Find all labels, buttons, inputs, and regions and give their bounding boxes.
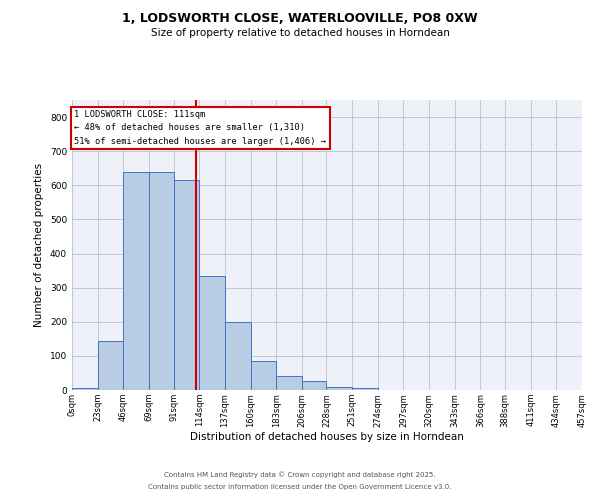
Bar <box>326 386 352 390</box>
Bar <box>173 180 199 390</box>
Bar <box>124 172 149 390</box>
X-axis label: Distribution of detached houses by size in Horndean: Distribution of detached houses by size … <box>190 432 464 442</box>
Text: Contains HM Land Registry data © Crown copyright and database right 2025.: Contains HM Land Registry data © Crown c… <box>164 471 436 478</box>
Y-axis label: Number of detached properties: Number of detached properties <box>34 163 44 327</box>
Bar <box>352 388 378 390</box>
Text: 1 LODSWORTH CLOSE: 111sqm
← 48% of detached houses are smaller (1,310)
51% of se: 1 LODSWORTH CLOSE: 111sqm ← 48% of detac… <box>74 110 326 146</box>
Bar <box>251 361 276 390</box>
Text: Size of property relative to detached houses in Horndean: Size of property relative to detached ho… <box>151 28 449 38</box>
Bar <box>276 376 302 390</box>
Text: Contains public sector information licensed under the Open Government Licence v3: Contains public sector information licen… <box>148 484 452 490</box>
Bar <box>199 276 225 390</box>
Bar <box>72 388 98 390</box>
Bar <box>302 381 326 390</box>
Bar <box>149 172 173 390</box>
Text: 1, LODSWORTH CLOSE, WATERLOOVILLE, PO8 0XW: 1, LODSWORTH CLOSE, WATERLOOVILLE, PO8 0… <box>122 12 478 26</box>
Bar <box>98 340 124 390</box>
Bar <box>225 322 251 390</box>
